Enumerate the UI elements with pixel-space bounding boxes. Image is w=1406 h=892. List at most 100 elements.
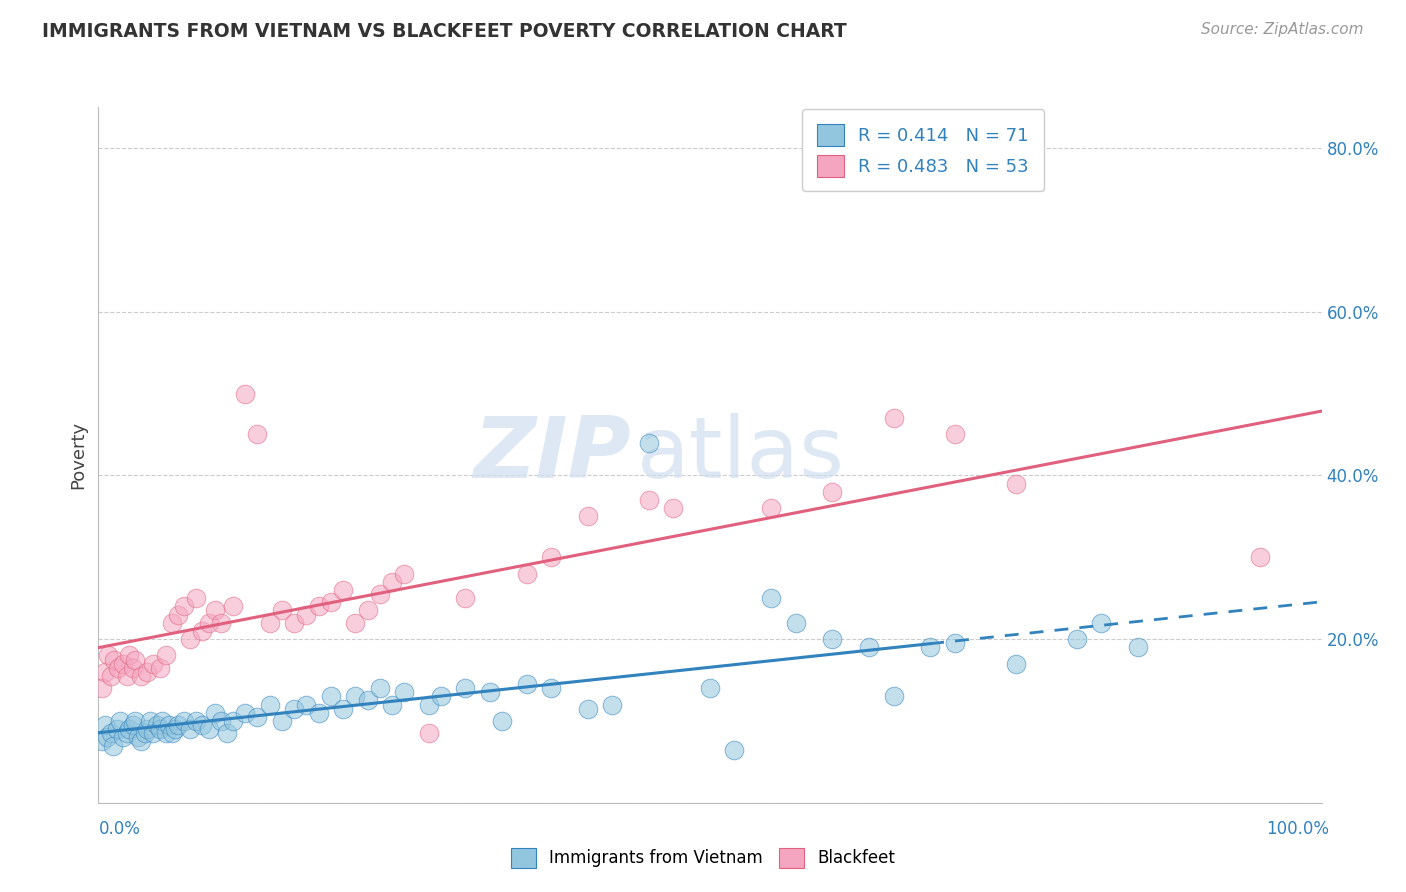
Point xyxy=(173,599,195,614)
Point xyxy=(270,714,294,728)
Legend: R = 0.414   N = 71, R = 0.483   N = 53: R = 0.414 N = 71, R = 0.483 N = 53 xyxy=(803,109,1043,191)
Point xyxy=(233,706,256,720)
Point xyxy=(637,435,661,450)
Point xyxy=(637,492,661,507)
Point xyxy=(111,731,134,745)
Point xyxy=(392,685,416,699)
Point xyxy=(381,698,404,712)
Point xyxy=(1004,657,1026,671)
Point xyxy=(920,640,942,655)
Point xyxy=(540,550,562,565)
Point xyxy=(155,726,177,740)
Point xyxy=(121,661,143,675)
Point xyxy=(91,681,114,696)
Point xyxy=(1128,640,1150,655)
Point xyxy=(134,726,156,740)
Point xyxy=(516,677,538,691)
Point xyxy=(197,615,219,630)
Point xyxy=(283,701,305,715)
Point xyxy=(149,722,172,736)
Point xyxy=(165,722,187,736)
Point xyxy=(93,665,115,679)
Point xyxy=(883,411,905,425)
Point xyxy=(1090,615,1112,630)
Point xyxy=(91,734,114,748)
Point xyxy=(1004,476,1026,491)
Point xyxy=(157,718,180,732)
Point xyxy=(186,714,208,728)
Point xyxy=(723,742,745,756)
Point xyxy=(662,501,685,516)
Point xyxy=(344,615,367,630)
Point xyxy=(111,657,134,671)
Point xyxy=(259,615,281,630)
Point xyxy=(155,648,177,663)
Point xyxy=(943,427,966,442)
Point xyxy=(319,595,342,609)
Point xyxy=(491,714,513,728)
Point xyxy=(136,722,159,736)
Point xyxy=(103,652,125,666)
Text: Source: ZipAtlas.com: Source: ZipAtlas.com xyxy=(1201,22,1364,37)
Text: atlas: atlas xyxy=(637,413,845,497)
Point xyxy=(259,698,281,712)
Point xyxy=(129,734,152,748)
Point xyxy=(118,722,141,736)
Point xyxy=(576,701,599,715)
Point xyxy=(127,731,149,745)
Point xyxy=(204,706,226,720)
Point xyxy=(197,722,219,736)
Point xyxy=(115,669,138,683)
Point xyxy=(101,739,124,753)
Point xyxy=(516,566,538,581)
Point xyxy=(368,587,391,601)
Point xyxy=(149,661,172,675)
Point xyxy=(215,726,238,740)
Point xyxy=(699,681,721,696)
Point xyxy=(454,681,477,696)
Point xyxy=(146,718,169,732)
Point xyxy=(100,669,122,683)
Point xyxy=(179,722,201,736)
Point xyxy=(115,726,138,740)
Point xyxy=(233,386,256,401)
Point xyxy=(295,607,318,622)
Point xyxy=(139,714,162,728)
Point xyxy=(105,722,128,736)
Point xyxy=(186,591,208,606)
Point xyxy=(356,603,378,617)
Point xyxy=(295,698,318,712)
Point xyxy=(107,661,129,675)
Point xyxy=(883,690,905,704)
Point xyxy=(191,718,214,732)
Point xyxy=(270,603,294,617)
Point xyxy=(136,665,159,679)
Point xyxy=(308,599,330,614)
Text: 100.0%: 100.0% xyxy=(1265,820,1329,838)
Point xyxy=(392,566,416,581)
Point xyxy=(121,718,143,732)
Point xyxy=(173,714,195,728)
Point xyxy=(96,731,118,745)
Point xyxy=(191,624,214,638)
Point xyxy=(167,607,190,622)
Point xyxy=(454,591,477,606)
Point xyxy=(308,706,330,720)
Point xyxy=(124,714,146,728)
Point xyxy=(142,726,165,740)
Point xyxy=(246,427,269,442)
Point xyxy=(858,640,880,655)
Point xyxy=(160,726,183,740)
Point xyxy=(576,509,599,524)
Point xyxy=(418,726,440,740)
Point xyxy=(1066,632,1088,646)
Point xyxy=(821,632,844,646)
Point xyxy=(150,714,173,728)
Point xyxy=(179,632,201,646)
Point xyxy=(204,603,226,617)
Legend: Immigrants from Vietnam, Blackfeet: Immigrants from Vietnam, Blackfeet xyxy=(503,841,903,875)
Point xyxy=(160,615,183,630)
Point xyxy=(332,582,354,597)
Point xyxy=(381,574,404,589)
Point xyxy=(110,714,132,728)
